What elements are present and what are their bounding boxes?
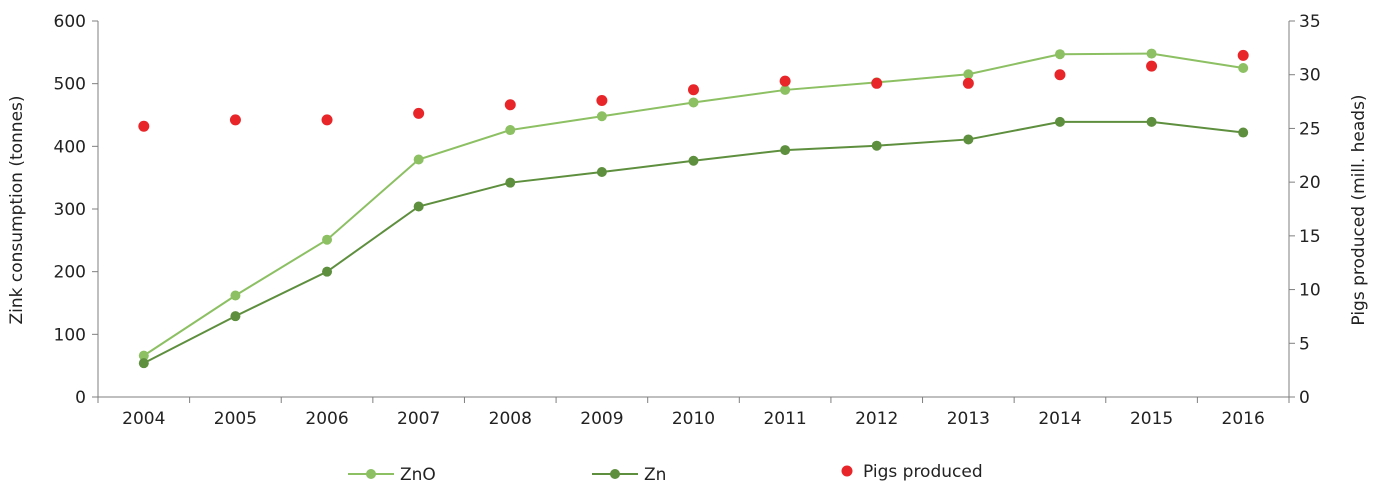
- pigs-produced-point: [1146, 60, 1158, 72]
- pigs-produced-point: [1237, 49, 1249, 61]
- pigs-produced-point: [229, 114, 241, 126]
- x-tick-label: 2015: [1130, 409, 1173, 429]
- pigs-produced-point: [321, 114, 333, 126]
- zn-point: [138, 358, 149, 369]
- zno-point: [596, 111, 607, 122]
- zn-point: [413, 201, 424, 212]
- zn-point: [230, 311, 241, 322]
- y-axis-title: Zink consumption (tonnes): [7, 95, 27, 324]
- pigs-produced-point: [779, 75, 791, 87]
- zno-point: [322, 234, 333, 245]
- x-tick-label: 2013: [947, 409, 990, 429]
- y-tick-label: 400: [54, 137, 86, 157]
- legend-zn-marker: [610, 469, 620, 479]
- pigs-produced-point: [1054, 69, 1066, 81]
- x-tick-label: 2010: [672, 409, 715, 429]
- zn-point: [1146, 116, 1157, 127]
- x-tick-label: 2008: [489, 409, 532, 429]
- zn-point: [1054, 116, 1065, 127]
- y2-tick-label: 10: [1299, 281, 1321, 301]
- legend-pigs-produced-label: Pigs produced: [863, 462, 983, 482]
- axes: 0 100 200 300 400 500 600 0 5 10 15 20 25 30 35 2004 200…: [54, 12, 1321, 429]
- pigs-produced-point: [504, 99, 516, 111]
- x-tick-label: 2012: [855, 409, 898, 429]
- y2-tick-label: 15: [1299, 227, 1321, 247]
- pigs-produced-point: [596, 94, 608, 106]
- pigs-produced-point: [138, 120, 150, 132]
- legend-zno-marker: [366, 469, 376, 479]
- y-tick-label: 100: [54, 325, 86, 345]
- y2-tick-label: 30: [1299, 66, 1321, 86]
- pigs-produced-point: [962, 77, 974, 89]
- y2-axis-title: Pigs produced (mill. heads): [1349, 94, 1369, 325]
- y2-tick-label: 35: [1299, 12, 1321, 32]
- x-tick-label: 2016: [1222, 409, 1265, 429]
- x-tick-label: 2014: [1038, 409, 1081, 429]
- y-tick-label: 200: [54, 263, 86, 283]
- y2-tick-label: 25: [1299, 119, 1321, 139]
- x-tick-label: 2011: [763, 409, 806, 429]
- x-tick-label: 2005: [214, 409, 257, 429]
- pigs-produced-point: [871, 77, 883, 89]
- zn-point: [688, 155, 699, 166]
- zno-point: [1054, 49, 1065, 60]
- x-tick-label: 2007: [397, 409, 440, 429]
- zno-point: [1238, 63, 1249, 73]
- y-tick-label: 500: [54, 75, 86, 95]
- legend-pigs-produced-marker: [841, 465, 853, 477]
- zno-point: [230, 290, 241, 301]
- zno-point: [688, 97, 699, 108]
- zno-point: [413, 154, 424, 165]
- y2-tick-label: 5: [1299, 334, 1310, 354]
- zno-point: [138, 350, 149, 361]
- legend: ZnO Zn Pigs produced: [348, 462, 983, 485]
- y2-tick-label: 20: [1299, 173, 1321, 193]
- pigs-produced-point: [688, 84, 699, 96]
- zn-point: [871, 140, 882, 151]
- zn-point: [963, 134, 974, 145]
- zn-point: [322, 266, 333, 277]
- zn-point: [1238, 127, 1249, 138]
- x-tick-label: 2006: [305, 409, 348, 429]
- y-tick-label: 300: [54, 200, 86, 220]
- zno-point: [780, 84, 791, 95]
- pigs-produced-point: [413, 107, 425, 119]
- zno-point: [963, 69, 974, 80]
- zno-point: [505, 125, 516, 136]
- x-tick-label: 2004: [122, 409, 165, 429]
- series-layer: [138, 48, 1249, 369]
- zno-point: [1146, 48, 1157, 59]
- x-tick-label: 2009: [580, 409, 623, 429]
- zn-point: [596, 167, 607, 178]
- zn-point: [780, 145, 791, 156]
- zn-point: [505, 177, 516, 188]
- y2-tick-label: 0: [1299, 388, 1310, 408]
- legend-zno-label: ZnO: [400, 465, 436, 485]
- y-tick-label: 0: [75, 388, 86, 408]
- legend-zn-label: Zn: [644, 465, 666, 485]
- y-tick-label: 600: [54, 12, 86, 32]
